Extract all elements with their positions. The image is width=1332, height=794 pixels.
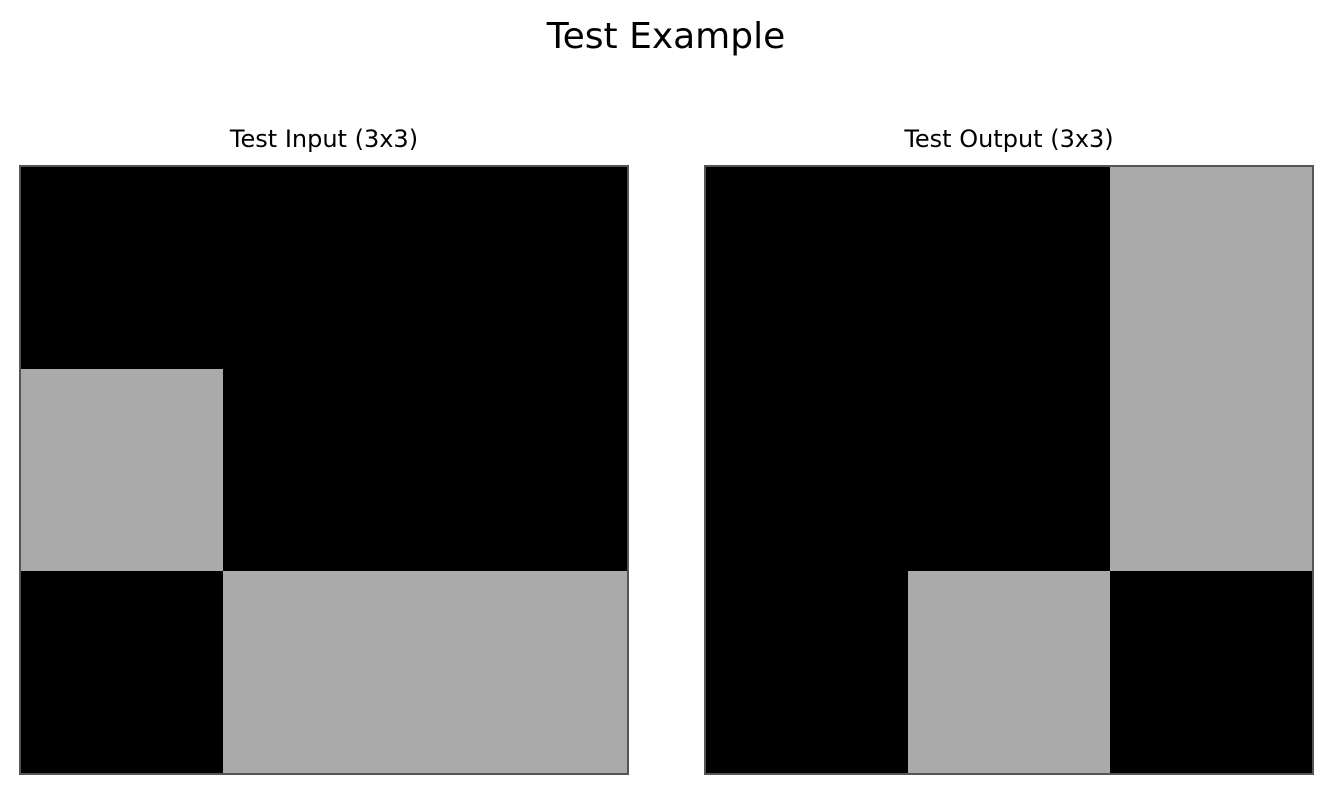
test-input-grid [19,165,629,775]
grid-cell-r1-c0 [21,369,223,571]
grid-cell-r2-c2 [425,571,627,773]
grid-cell-r2-c2 [1110,571,1312,773]
grid-cell-r1-c2 [1110,369,1312,571]
grid-cell-r2-c0 [706,571,908,773]
test-output-grid [704,165,1314,775]
grid-cell-r1-c2 [425,369,627,571]
grid-cell-r0-c0 [706,167,908,369]
grid-cell-r0-c2 [1110,167,1312,369]
grid-cell-r0-c1 [908,167,1110,369]
test-input-title: Test Input (3x3) [229,125,419,153]
test-output-title: Test Output (3x3) [904,125,1114,153]
test-input-panel: Test Input (3x3) [19,122,629,775]
grid-cell-r1-c1 [223,369,425,571]
grid-cell-r0-c2 [425,167,627,369]
grid-cell-r2-c0 [21,571,223,773]
grid-cell-r1-c1 [908,369,1110,571]
grid-cell-r1-c0 [706,369,908,571]
grid-cell-r0-c1 [223,167,425,369]
figure-title: Test Example [546,16,786,57]
test-output-panel: Test Output (3x3) [704,122,1314,775]
grid-cell-r2-c1 [223,571,425,773]
grid-cell-r0-c0 [21,167,223,369]
grid-cell-r2-c1 [908,571,1110,773]
